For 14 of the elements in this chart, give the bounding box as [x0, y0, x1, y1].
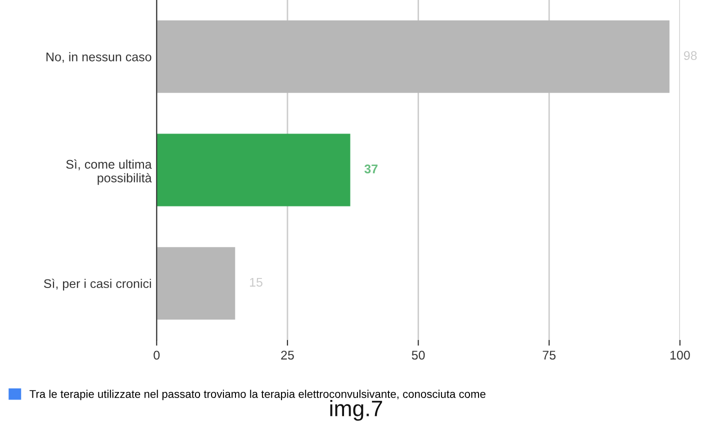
bar: [156, 134, 350, 206]
bar: [156, 20, 670, 93]
x-tick-label: 0: [154, 350, 160, 360]
x-tick-label: 100: [670, 350, 690, 360]
x-tick-label: 50: [412, 350, 425, 360]
text: img.7: [330, 400, 382, 421]
y-tick-label: Sì, come ultima possibilità: [66, 159, 152, 185]
x-tick-label: 75: [542, 350, 556, 360]
data-label: 37: [364, 164, 378, 174]
y-tick-label: No, in nessun caso: [46, 52, 152, 63]
text: Tra le terapie utilizzate nel passato troviamo la terapia elettroconvulsivante, conosciuta come: [30, 390, 486, 400]
bar: [156, 247, 236, 320]
x-tick-label: 25: [281, 350, 294, 360]
y-tick-label: Sì, per i casi cronici: [44, 278, 151, 291]
